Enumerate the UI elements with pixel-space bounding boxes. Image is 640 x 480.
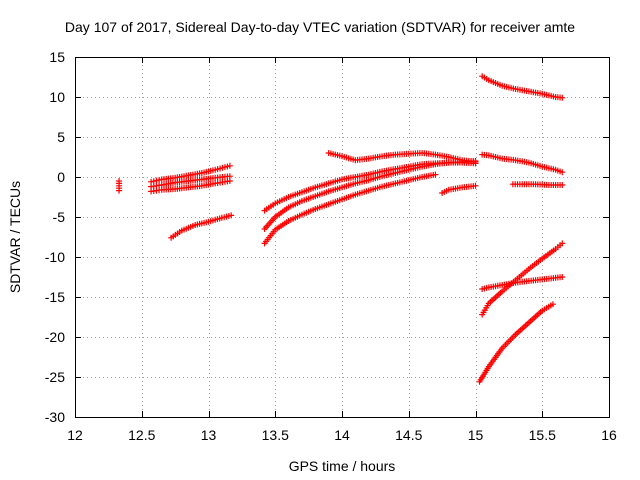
series-j bbox=[439, 182, 479, 196]
x-tick-label: 14.5 bbox=[395, 427, 422, 443]
x-tick-label: 12.5 bbox=[128, 427, 155, 443]
y-tick-label: -15 bbox=[45, 289, 65, 305]
series-i bbox=[325, 150, 479, 165]
y-tick-label: 0 bbox=[57, 169, 65, 185]
y-tick-label: 5 bbox=[57, 129, 65, 145]
y-axis-label: SDTVAR / TECUs bbox=[7, 181, 23, 293]
x-tick-label: 13 bbox=[201, 427, 217, 443]
series-p bbox=[476, 301, 556, 385]
x-tick-label: 13.5 bbox=[262, 427, 289, 443]
y-tick-label: -30 bbox=[45, 409, 65, 425]
data-point bbox=[226, 178, 233, 184]
data-point bbox=[228, 212, 235, 219]
data-point bbox=[549, 301, 556, 308]
series-e bbox=[168, 212, 235, 241]
data-point bbox=[559, 240, 566, 247]
x-tick-label: 14 bbox=[334, 427, 350, 443]
y-tick-label: -5 bbox=[53, 209, 66, 225]
y-tick-label: 15 bbox=[49, 49, 65, 65]
data-point bbox=[432, 171, 439, 178]
x-tick-label: 15 bbox=[468, 427, 484, 443]
series-b bbox=[148, 162, 233, 185]
x-tick-label: 15.5 bbox=[529, 427, 556, 443]
series-c bbox=[148, 173, 233, 190]
data-point bbox=[559, 182, 566, 188]
data-points bbox=[116, 73, 566, 385]
grid bbox=[75, 57, 609, 417]
series-k bbox=[479, 73, 566, 101]
series-o bbox=[479, 274, 566, 292]
data-point bbox=[116, 187, 123, 194]
series-d bbox=[148, 178, 233, 195]
data-point bbox=[472, 182, 479, 189]
x-tick-label: 12 bbox=[67, 427, 83, 443]
y-tick-label: -20 bbox=[45, 329, 65, 345]
series-a bbox=[116, 178, 123, 194]
data-point bbox=[559, 169, 566, 176]
y-tick-label: -10 bbox=[45, 249, 65, 265]
chart-title: Day 107 of 2017, Sidereal Day-to-day VTE… bbox=[65, 19, 575, 35]
data-point bbox=[559, 274, 566, 280]
y-tick-label: -25 bbox=[45, 369, 65, 385]
y-tick-label: 10 bbox=[49, 89, 65, 105]
data-point bbox=[226, 162, 233, 169]
data-point bbox=[559, 94, 566, 101]
x-axis-label: GPS time / hours bbox=[289, 458, 396, 474]
tick-labels: 12 12.5 13 13.5 14 14.5 15 15.5 16 15 10 5 0 -5 -10 -15… bbox=[45, 49, 617, 443]
series-m bbox=[509, 181, 566, 188]
series-h bbox=[261, 171, 439, 247]
plot-frame bbox=[75, 57, 610, 418]
data-point bbox=[472, 158, 479, 165]
x-tick-label: 16 bbox=[601, 427, 617, 443]
series-l bbox=[479, 151, 566, 176]
